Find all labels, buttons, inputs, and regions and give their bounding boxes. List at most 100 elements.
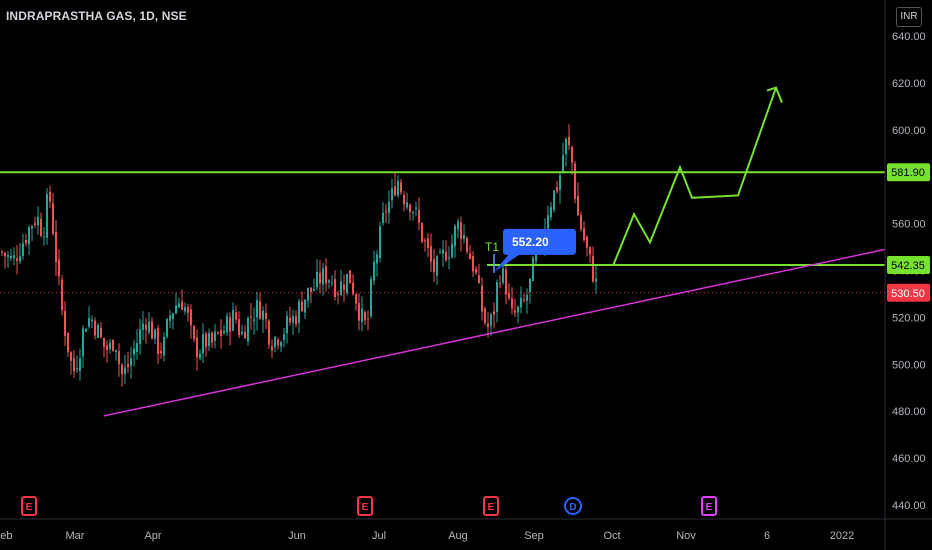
currency-button[interactable]: INR — [896, 7, 922, 27]
plot-pane[interactable] — [1, 124, 597, 387]
candle-body — [439, 252, 441, 254]
candle-body — [97, 325, 99, 338]
candle-body — [301, 301, 303, 312]
candle-body — [31, 225, 33, 229]
candle-body — [13, 255, 15, 259]
candle-body — [223, 331, 225, 334]
candle-body — [496, 281, 498, 312]
candle-body — [160, 350, 162, 354]
candle-body — [289, 317, 291, 323]
candle-body — [1, 251, 3, 253]
candle-body — [100, 327, 102, 338]
candle-body — [214, 331, 216, 341]
candle-body — [451, 243, 453, 258]
candle-body — [553, 190, 555, 210]
y-tick-label: 500.00 — [892, 359, 926, 371]
candle-body — [316, 272, 318, 288]
candle-body — [469, 253, 471, 260]
candle-body — [337, 293, 339, 295]
candle-body — [274, 337, 276, 348]
candle-body — [511, 298, 513, 309]
candle-body — [559, 175, 561, 190]
candle-body — [142, 323, 144, 330]
time-axis[interactable]: Feb Mar Apr Jun Jul Aug Sep Oct Nov 6 2022 — [0, 518, 932, 542]
drawing-layer[interactable]: 552.20 T1 — [0, 86, 886, 417]
candle-body — [325, 266, 327, 284]
candle-body — [211, 332, 213, 343]
candle-body — [106, 345, 108, 350]
candle-body — [382, 212, 384, 223]
candle-body — [16, 258, 18, 261]
candle-body — [22, 243, 24, 256]
candle-body — [169, 315, 171, 321]
candle-body — [226, 316, 228, 333]
candle-body — [436, 256, 438, 276]
x-tick-label: Jun — [288, 530, 306, 542]
x-tick-label: Feb — [0, 530, 12, 542]
candle-body — [25, 240, 27, 244]
candle-body — [583, 228, 585, 240]
candle-body — [358, 303, 360, 321]
candle-body — [67, 332, 69, 352]
candle-body — [442, 249, 444, 254]
price-axis[interactable]: 640.00620.00600.00580.00560.00540.00520.… — [884, 0, 930, 550]
candle-body — [367, 318, 369, 320]
candle-body — [70, 352, 72, 361]
candle-body — [313, 289, 315, 291]
candle-body — [364, 312, 366, 321]
candle-body — [121, 364, 123, 375]
candle-body — [430, 246, 432, 262]
candle-body — [241, 331, 243, 335]
candle-body — [463, 235, 465, 239]
candle-body — [250, 316, 252, 318]
callout-box — [503, 228, 576, 255]
candle-body — [556, 187, 558, 192]
candle-body — [247, 317, 249, 342]
candle-body — [373, 261, 375, 281]
candle-body — [256, 299, 258, 318]
x-tick-label: 6 — [764, 530, 770, 542]
x-tick-label: Apr — [144, 530, 161, 542]
candle-body — [118, 351, 120, 365]
candle-body — [19, 256, 21, 262]
candle-body — [361, 308, 363, 323]
earnings-marker — [357, 496, 373, 516]
candle-body — [370, 279, 372, 317]
candle-body — [493, 311, 495, 315]
candle-body — [475, 268, 477, 273]
candle-body — [40, 218, 42, 237]
candle-body — [457, 221, 459, 230]
candle-body — [505, 269, 507, 295]
candle-body — [76, 368, 78, 370]
candle-body — [91, 319, 93, 322]
candle-body — [487, 323, 489, 327]
callout-pointer — [494, 252, 522, 272]
candle-body — [490, 314, 492, 326]
candle-body — [7, 255, 9, 257]
earnings-marker — [483, 496, 499, 516]
level-badge-label: 581.90 — [891, 167, 925, 179]
candle-body — [472, 256, 474, 272]
earnings-marker — [701, 496, 717, 516]
event-label: E — [488, 502, 495, 513]
event-label: E — [362, 502, 369, 513]
candle-body — [46, 194, 48, 238]
candle-body — [202, 334, 204, 354]
y-tick-label: 560.00 — [892, 219, 926, 231]
x-tick-label: Aug — [448, 530, 468, 542]
candle-body — [79, 358, 81, 371]
candle-body — [235, 312, 237, 320]
candle-body — [445, 251, 447, 261]
candle-body — [271, 346, 273, 351]
candle-body — [586, 236, 588, 248]
candle-body — [232, 310, 234, 331]
candle-body — [577, 195, 579, 216]
candle-body — [88, 318, 90, 327]
candle-body — [172, 313, 174, 320]
candle-body — [37, 216, 39, 226]
callout-marker: T1 — [485, 240, 499, 254]
candle-body — [151, 321, 153, 339]
candle-body — [265, 312, 267, 320]
